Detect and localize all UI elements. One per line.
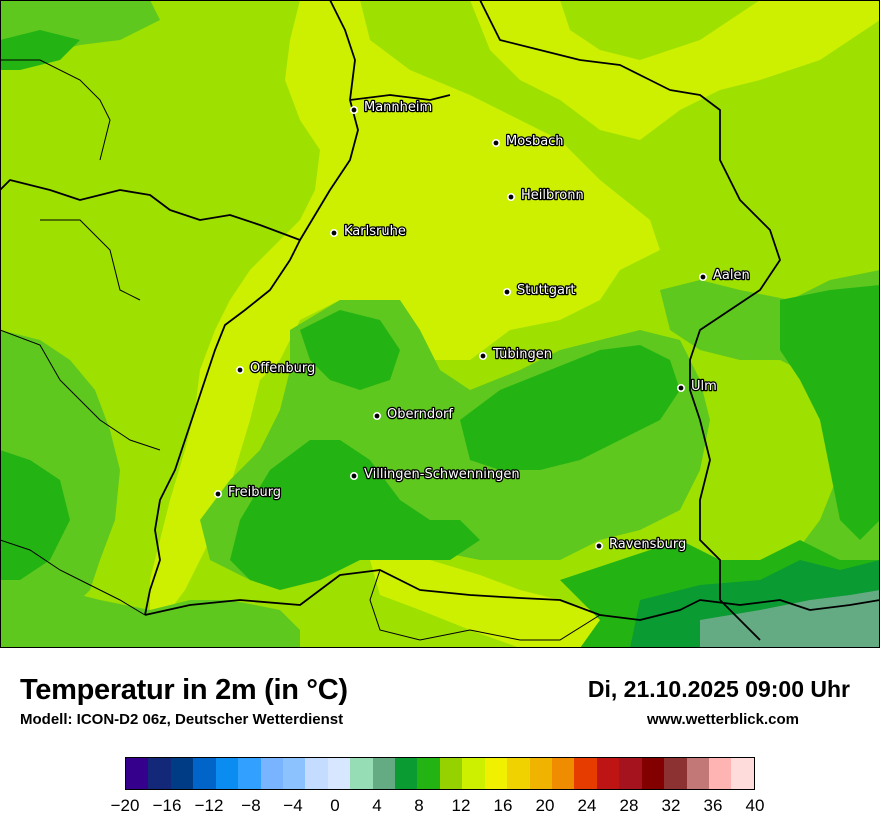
colorbar-cell	[395, 758, 418, 789]
temperature-field-warm-rhine	[150, 0, 660, 610]
colorbar-cell	[170, 758, 194, 789]
city-mosbach: Mosbach	[491, 133, 565, 150]
colorbar-tick-label: 32	[661, 796, 681, 815]
colorbar-tick-label: 28	[619, 796, 639, 815]
colorbar-cell	[148, 758, 171, 789]
svg-text:Heilbronn: Heilbronn	[521, 188, 584, 203]
svg-text:Ulm: Ulm	[691, 379, 717, 394]
colorbar-cell	[552, 758, 575, 789]
temperature-colorbar	[125, 757, 755, 790]
temperature-field-cold-east	[780, 285, 880, 540]
colorbar-tick-label: 36	[703, 796, 723, 815]
city-oberndorf: Oberndorf	[372, 406, 455, 423]
colorbar-cell	[529, 758, 553, 789]
svg-text:Tübingen: Tübingen	[492, 347, 552, 362]
city-markers: Mannheim Mosbach Heilbronn Karlsruhe Aal…	[214, 99, 751, 553]
temperature-field-warm-lake	[370, 560, 640, 648]
svg-text:Karlsruhe: Karlsruhe	[344, 224, 406, 239]
colorbar-cell	[574, 758, 597, 789]
city-freiburg: Freiburg	[214, 484, 282, 501]
city-tuebingen: Tübingen	[478, 346, 553, 363]
city-stuttgart: Stuttgart	[502, 282, 577, 299]
colorbar-cell	[664, 758, 687, 789]
country-borders-thin	[0, 59, 601, 641]
colorbar-cell	[193, 758, 216, 789]
svg-text:Ravensburg: Ravensburg	[609, 537, 686, 552]
model-info: Modell: ICON-D2 06z, Deutscher Wetterdie…	[20, 711, 344, 728]
colorbar-cell	[417, 758, 440, 789]
city-ravensburg: Ravensburg	[594, 536, 688, 553]
colorbar-tick-label: 4	[372, 796, 382, 815]
svg-text:Mosbach: Mosbach	[506, 134, 564, 149]
colorbar-cell	[596, 758, 620, 789]
colorbar-cell	[126, 758, 149, 789]
colorbar-cell	[507, 758, 530, 789]
colorbar-cell	[282, 758, 306, 789]
city-heilbronn: Heilbronn	[506, 187, 585, 204]
colorbar-tick-label: −20	[110, 796, 140, 815]
colorbar-cell	[215, 758, 239, 789]
colorbar-tick-label: 24	[577, 796, 597, 815]
temperature-map: Mannheim Mosbach Heilbronn Karlsruhe Aal…	[0, 0, 880, 648]
colorbar-cell	[260, 758, 283, 789]
svg-text:Aalen: Aalen	[713, 268, 750, 283]
colorbar-tick-label: −4	[283, 796, 303, 815]
colorbar-cell	[484, 758, 508, 789]
svg-text:Stuttgart: Stuttgart	[517, 283, 575, 298]
city-ulm: Ulm	[676, 378, 718, 395]
colorbar-cell	[619, 758, 642, 789]
colorbar-tick-label: 40	[745, 796, 765, 815]
website-link[interactable]: www.wetterblick.com	[647, 711, 799, 728]
colorbar-cell	[708, 758, 732, 789]
svg-text:Villingen-Schwenningen: Villingen-Schwenningen	[364, 467, 520, 482]
colorbar-tick-label: 16	[493, 796, 513, 815]
forecast-datetime: Di, 21.10.2025 09:00 Uhr	[587, 676, 850, 702]
temperature-field-cold-alb-core	[300, 310, 400, 390]
map-footer: Temperatur in 2m (in °C) Modell: ICON-D2…	[0, 648, 880, 830]
svg-text:Freiburg: Freiburg	[228, 485, 281, 500]
colorbar-cell	[305, 758, 328, 789]
colorbar-tick-label: −16	[152, 796, 182, 815]
colorbar-cell	[238, 758, 261, 789]
temperature-field-cold-southwest	[0, 450, 70, 580]
svg-text:Oberndorf: Oberndorf	[387, 407, 453, 422]
city-aalen: Aalen	[698, 267, 751, 284]
colorbar-tick-label: −12	[194, 796, 224, 815]
temperature-field-cold-alb-belt	[460, 345, 680, 470]
colorbar-cell	[686, 758, 709, 789]
colorbar-cell	[731, 758, 754, 789]
colorbar-cell	[462, 758, 485, 789]
colorbar-ticks: −20 −16 −12 −8 −4 0 4 8 12 16 20 24 28 32 36 40	[0, 796, 880, 820]
colorbar-tick-label: 20	[535, 796, 555, 815]
temperature-field-cold-baar	[230, 440, 480, 590]
temperature-field-cool-southwest	[0, 560, 300, 648]
svg-text:Offenburg: Offenburg	[250, 361, 315, 376]
city-karlsruhe: Karlsruhe	[329, 223, 407, 240]
colorbar-cell	[372, 758, 396, 789]
city-mannheim: Mannheim	[349, 99, 433, 116]
colorbar-tick-label: 8	[414, 796, 424, 815]
colorbar-cell	[350, 758, 373, 789]
colorbar-tick-label: 0	[330, 796, 340, 815]
map-title: Temperatur in 2m (in °C)	[20, 674, 348, 706]
colorbar-tick-label: −8	[241, 796, 261, 815]
city-offenburg: Offenburg	[236, 360, 317, 377]
colorbar-cell	[641, 758, 665, 789]
colorbar-tick-label: 12	[451, 796, 471, 815]
colorbar-cell	[439, 758, 463, 789]
colorbar-cell	[327, 758, 351, 789]
temperature-field-warm-north	[470, 0, 880, 140]
temperature-field-coldest-alps	[700, 590, 880, 648]
svg-text:Mannheim: Mannheim	[364, 100, 432, 115]
city-villingen-schwenningen: Villingen-Schwenningen	[349, 466, 521, 483]
